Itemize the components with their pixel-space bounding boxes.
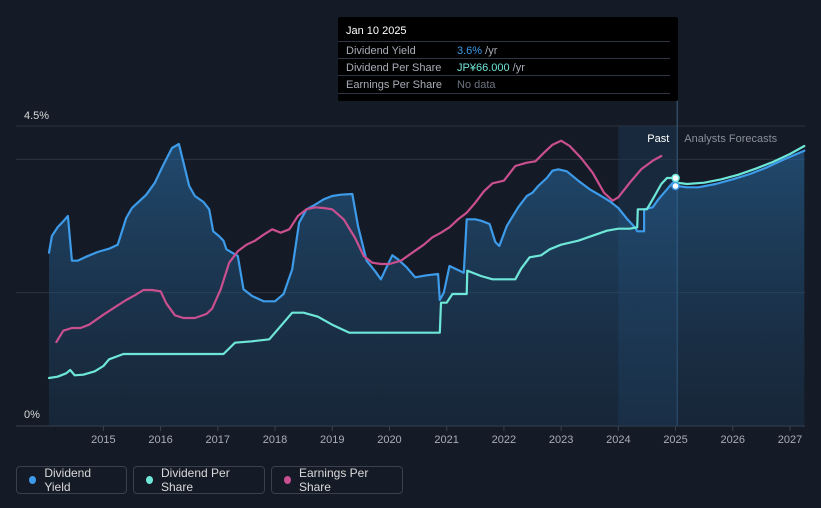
- earnings-per-share-line: [55, 139, 663, 344]
- x-tick-label: 2022: [492, 434, 516, 446]
- past-label: Past: [647, 133, 669, 145]
- tooltip-row-dividend-per-share: Dividend Per Share JP¥66.000 /yr: [338, 58, 670, 76]
- x-tick-label: 2017: [206, 434, 230, 446]
- tooltip-unit: /yr: [509, 62, 525, 74]
- legend-dividend-per-share[interactable]: Dividend Per Share: [133, 466, 265, 494]
- legend-dividend-yield[interactable]: Dividend Yield: [16, 466, 127, 494]
- tooltip-label: Dividend Yield: [346, 45, 416, 57]
- dividend-per-share-line: [47, 144, 806, 380]
- legend-label: Earnings Per Share: [298, 466, 369, 494]
- earnings-per-share-dot-icon: [284, 476, 291, 484]
- dividend-per-share-dot-icon: [146, 476, 153, 484]
- dividend-yield-dot-icon: [29, 476, 37, 484]
- legend-label: Dividend Per Share: [161, 466, 230, 494]
- x-tick-label: 2026: [721, 434, 745, 446]
- tooltip: Jan 10 2025 Dividend Yield 3.6% /yr Divi…: [338, 17, 678, 101]
- dividend-yield-area: [49, 144, 805, 426]
- x-tick-label: 2018: [263, 434, 287, 446]
- x-tick-label: 2020: [377, 434, 401, 446]
- tooltip-row-earnings-per-share: Earnings Per Share No data: [338, 75, 670, 94]
- x-tick-label: 2016: [148, 434, 172, 446]
- y-tick-label: 4.5%: [24, 110, 49, 122]
- tooltip-label: Earnings Per Share: [346, 79, 442, 91]
- dividend-yield-line: [47, 142, 806, 303]
- legend-label: Dividend Yield: [44, 466, 92, 494]
- x-tick-label: 2024: [606, 434, 630, 446]
- y-tick-label: 0%: [24, 409, 40, 421]
- tooltip-value: No data: [457, 79, 496, 91]
- tooltip-label: Dividend Per Share: [346, 62, 442, 74]
- legend-earnings-per-share[interactable]: Earnings Per Share: [271, 466, 403, 494]
- x-tick-label: 2027: [778, 434, 802, 446]
- dividend-per-share-marker: [671, 173, 680, 183]
- tooltip-date: Jan 10 2025: [346, 25, 407, 37]
- tooltip-row-dividend-yield: Dividend Yield 3.6% /yr: [338, 41, 670, 59]
- forecast-label: Analysts Forecasts: [684, 133, 777, 145]
- x-tick-label: 2025: [663, 434, 687, 446]
- tooltip-unit: /yr: [482, 45, 498, 57]
- tooltip-value: JP¥66.000: [457, 62, 510, 74]
- dividend-yield-marker: [671, 181, 680, 191]
- x-tick-label: 2015: [91, 434, 115, 446]
- x-tick-label: 2019: [320, 434, 344, 446]
- x-tick-label: 2023: [549, 434, 573, 446]
- x-tick-label: 2021: [434, 434, 458, 446]
- tooltip-value: 3.6%: [457, 45, 483, 57]
